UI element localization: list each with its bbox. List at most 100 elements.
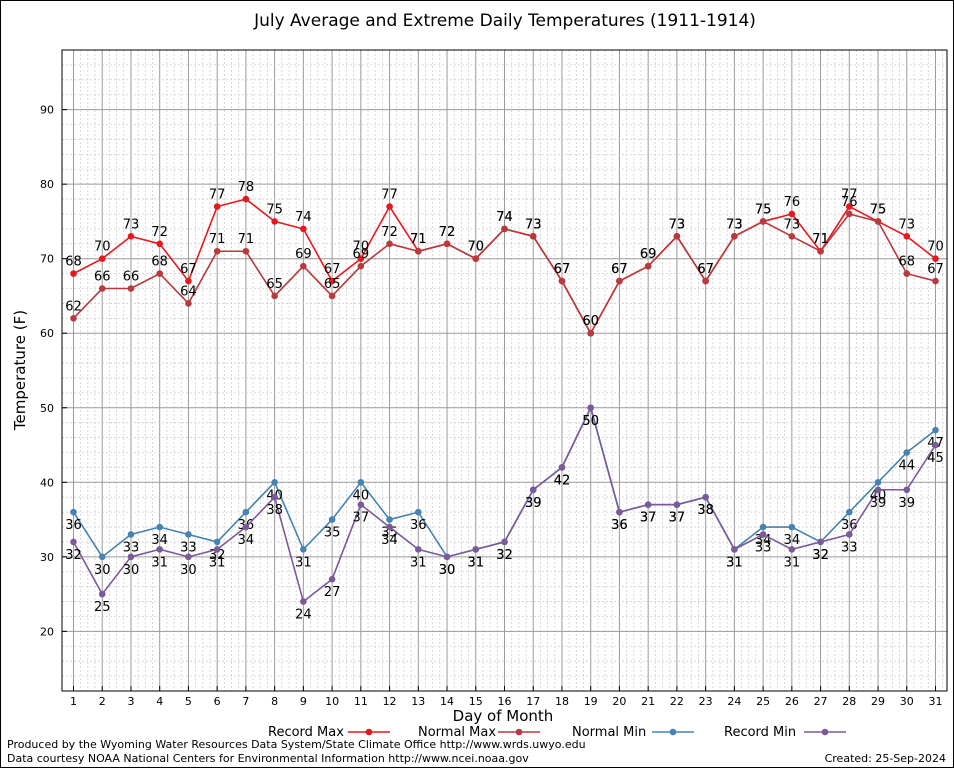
data-point (759, 531, 767, 538)
data-label: 33 (180, 540, 197, 555)
data-point (156, 240, 163, 248)
x-axis-label: Day of Month (453, 707, 554, 725)
data-label: 37 (669, 511, 686, 526)
data-label: 70 (467, 240, 484, 255)
x-tick-label: 15 (469, 695, 483, 708)
data-point (213, 203, 221, 210)
data-point (70, 315, 77, 322)
data-point (271, 493, 278, 501)
x-tick-label: 21 (641, 695, 655, 708)
data-label: 32 (209, 548, 226, 563)
data-label: 34 (151, 533, 168, 548)
data-label: 67 (697, 262, 714, 277)
data-label: 25 (94, 600, 111, 615)
data-label: 36 (410, 518, 427, 533)
data-label: 70 (927, 240, 944, 255)
data-point (846, 531, 853, 538)
data-label: 37 (640, 511, 657, 526)
data-label: 69 (353, 247, 370, 262)
data-label: 50 (582, 414, 599, 429)
data-label: 34 (238, 533, 255, 548)
y-tick-label: 30 (40, 551, 54, 564)
data-point (328, 575, 336, 583)
data-label: 76 (841, 195, 858, 210)
data-label: 39 (870, 496, 887, 511)
x-tick-label: 5 (185, 695, 192, 708)
data-point (846, 508, 853, 516)
data-label: 77 (209, 188, 226, 203)
x-tick-label: 13 (411, 695, 425, 708)
data-label: 71 (410, 232, 427, 247)
data-label: 73 (669, 217, 686, 232)
data-label: 68 (898, 255, 915, 270)
legend-label: Record Min (724, 725, 796, 740)
data-label: 68 (65, 255, 82, 270)
data-label: 74 (496, 210, 513, 225)
data-label: 67 (554, 262, 571, 277)
data-point (70, 508, 77, 516)
data-point (788, 523, 796, 531)
data-point (846, 210, 853, 218)
data-label: 31 (726, 555, 743, 570)
y-axis-label: Temperature (F) (11, 310, 29, 431)
legend-swatch-marker (515, 728, 523, 736)
data-point (328, 292, 336, 300)
x-tick-label: 20 (612, 695, 626, 708)
data-label: 40 (353, 488, 370, 503)
data-point (300, 546, 307, 553)
data-point (70, 270, 77, 277)
data-label: 32 (812, 548, 829, 563)
data-point (472, 546, 480, 553)
data-label: 67 (611, 262, 628, 277)
data-point (874, 218, 882, 225)
data-label: 31 (209, 555, 226, 570)
data-label: 38 (266, 503, 283, 518)
data-label: 39 (525, 496, 542, 511)
y-tick-label: 80 (40, 178, 54, 191)
data-label: 37 (353, 511, 370, 526)
x-tick-label: 29 (871, 695, 885, 708)
data-point (156, 546, 163, 553)
data-label: 37 (669, 511, 686, 526)
legend-swatch-marker (821, 728, 829, 736)
x-tick-label: 16 (498, 695, 512, 708)
data-label: 39 (898, 496, 915, 511)
data-label: 42 (554, 473, 571, 488)
data-label: 31 (410, 555, 427, 570)
data-point (98, 590, 106, 598)
x-tick-label: 22 (670, 695, 684, 708)
data-point (644, 262, 652, 270)
data-point (328, 277, 336, 285)
x-tick-label: 4 (156, 695, 163, 708)
x-tick-label: 31 (929, 695, 943, 708)
data-label: 34 (381, 533, 398, 548)
data-label: 72 (151, 225, 168, 240)
data-label: 71 (812, 232, 829, 247)
data-label: 69 (640, 247, 657, 262)
data-label: 67 (611, 262, 628, 277)
data-point (731, 233, 738, 240)
data-point (213, 247, 221, 255)
x-tick-label: 6 (214, 695, 221, 708)
data-point (242, 247, 250, 255)
data-point (874, 479, 882, 486)
x-tick-label: 24 (727, 695, 741, 708)
data-label: 31 (467, 555, 484, 570)
data-label: 34 (784, 533, 801, 548)
data-point (357, 479, 365, 486)
data-point (328, 516, 336, 523)
data-point (817, 538, 824, 546)
footer-produced-by: Produced by the Wyoming Water Resources … (7, 738, 586, 751)
data-point (759, 523, 767, 531)
x-tick-label: 12 (383, 695, 397, 708)
data-label: 73 (525, 217, 542, 232)
data-point (357, 262, 365, 270)
x-tick-label: 18 (555, 695, 569, 708)
data-point (731, 546, 738, 553)
data-point (817, 247, 824, 255)
data-point (185, 277, 192, 285)
data-label: 75 (266, 202, 283, 217)
data-point (127, 553, 135, 561)
